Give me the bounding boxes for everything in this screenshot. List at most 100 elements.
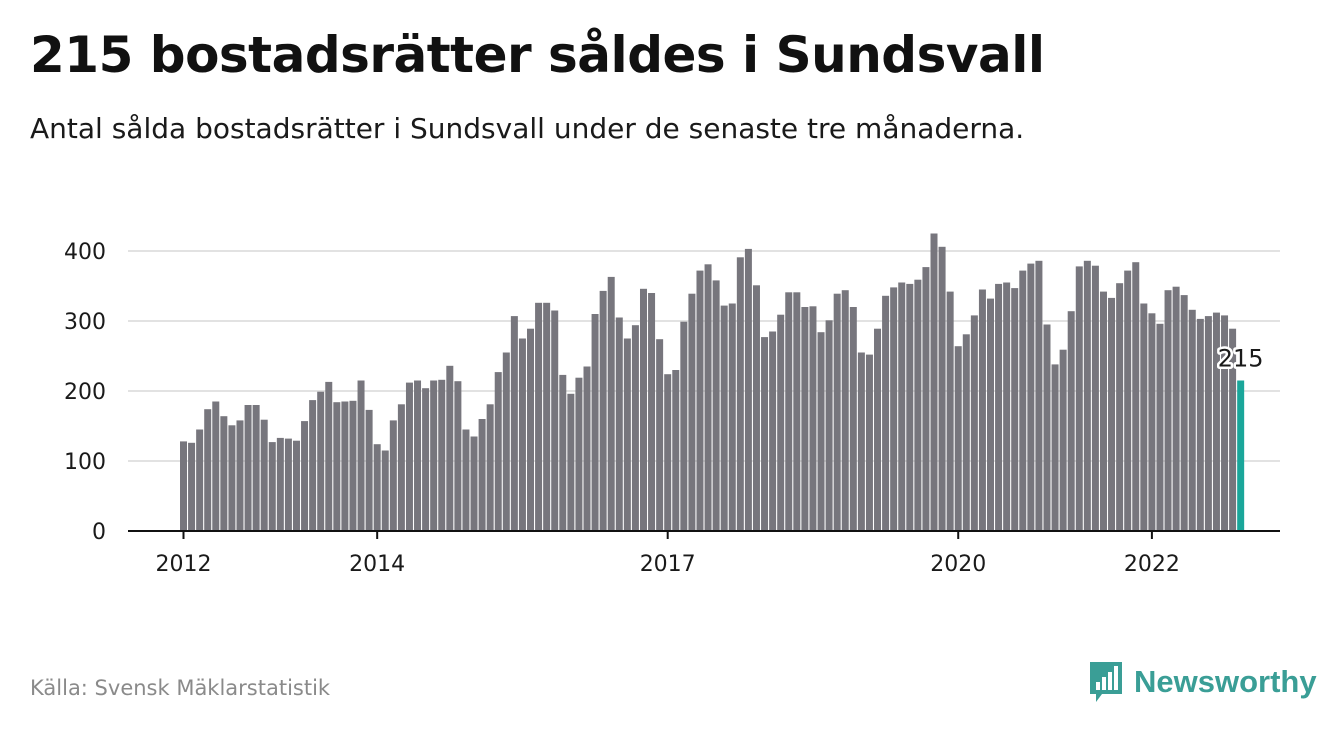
- bar: [898, 282, 906, 531]
- bar: [325, 381, 333, 531]
- bar: [615, 317, 623, 531]
- bar: [817, 332, 825, 531]
- brand-logo[interactable]: Newsworthy: [1088, 660, 1317, 704]
- bar: [1132, 262, 1140, 531]
- bar: [438, 379, 446, 531]
- bar: [809, 306, 817, 531]
- bar: [995, 283, 1003, 531]
- bar: [777, 314, 785, 531]
- bar: [389, 420, 397, 531]
- bar: [543, 302, 551, 531]
- bar: [1059, 349, 1067, 531]
- bar: [260, 419, 268, 531]
- bar: [1035, 260, 1043, 531]
- bar: [1011, 288, 1019, 531]
- y-tick-label: 400: [64, 240, 106, 265]
- bar: [1108, 297, 1116, 531]
- bar: [591, 314, 599, 531]
- bar: [535, 302, 543, 531]
- bar: [180, 441, 187, 531]
- bar: [648, 293, 656, 531]
- bar: [422, 388, 430, 531]
- bar: [1019, 270, 1027, 531]
- bar: [849, 307, 857, 531]
- bar: [704, 264, 712, 531]
- bar: [599, 290, 607, 531]
- bar: [744, 248, 752, 531]
- bar: [1164, 290, 1172, 531]
- bar: [1051, 364, 1059, 531]
- bar: [583, 366, 591, 531]
- bar: [1172, 286, 1180, 531]
- bar: [478, 419, 486, 531]
- bar: [987, 298, 994, 531]
- bar: [970, 315, 978, 531]
- bar: [736, 257, 744, 531]
- bar: [728, 303, 736, 531]
- bar: [567, 393, 575, 531]
- bar: [1140, 303, 1148, 531]
- bar: [631, 325, 639, 531]
- bar: [801, 307, 809, 531]
- bar: [841, 290, 849, 531]
- bar: [527, 328, 535, 531]
- bar: [252, 405, 260, 531]
- bar: [1091, 265, 1099, 531]
- bar: [865, 354, 873, 531]
- bar: [825, 320, 833, 531]
- x-tick-label: 2014: [349, 552, 405, 577]
- chart-subtitle: Antal sålda bostadsrätter i Sundsvall un…: [30, 112, 1025, 145]
- bar: [696, 270, 704, 531]
- bar: [228, 425, 236, 531]
- bar: [284, 438, 292, 531]
- bar: [1221, 315, 1229, 531]
- bar: [357, 380, 365, 531]
- bar: [575, 377, 583, 531]
- bar: [874, 328, 882, 531]
- bar: [656, 339, 664, 531]
- bar: [1124, 270, 1132, 531]
- bar: [978, 289, 986, 531]
- highlight-value-label: 215: [1218, 345, 1264, 373]
- y-tick-label: 200: [64, 380, 106, 405]
- bar: [1188, 309, 1196, 531]
- source-note: Källa: Svensk Mäklarstatistik: [30, 676, 331, 700]
- bar: [769, 331, 777, 531]
- y-tick-label: 100: [64, 450, 106, 475]
- bar: [349, 400, 357, 531]
- bar: [1003, 282, 1011, 531]
- bar-chart: 0 100 200 300 400 2012 2014 2017 2020 2022 215: [64, 233, 1280, 577]
- bar: [414, 380, 422, 531]
- x-tick-label: 2022: [1124, 552, 1180, 577]
- bar: [890, 287, 898, 531]
- bar: [1083, 260, 1091, 531]
- bar: [236, 420, 244, 531]
- chart-title: 215 bostadsrätter såldes i Sundsvall: [30, 26, 1045, 84]
- bar: [1156, 323, 1164, 531]
- bar: [962, 334, 970, 531]
- bar: [212, 401, 220, 531]
- bar: [680, 321, 688, 531]
- bar: [930, 233, 938, 531]
- bar: [672, 370, 680, 531]
- bar: [510, 316, 518, 531]
- bar: [292, 440, 300, 531]
- bar: [833, 293, 841, 531]
- bar: [752, 285, 760, 531]
- bar: [365, 409, 373, 531]
- bar: [1196, 318, 1204, 531]
- bar: [405, 382, 413, 531]
- bar: [204, 409, 212, 531]
- bar: [462, 429, 470, 531]
- bar: [882, 295, 890, 531]
- bar: [1116, 283, 1124, 531]
- bar: [1204, 316, 1212, 531]
- bar: [430, 380, 438, 531]
- bar: [1043, 324, 1051, 531]
- bar: [502, 352, 510, 531]
- bar: [712, 280, 720, 531]
- bar: [664, 374, 672, 531]
- bar: [188, 442, 196, 531]
- bar: [301, 421, 309, 531]
- bar: [688, 293, 696, 531]
